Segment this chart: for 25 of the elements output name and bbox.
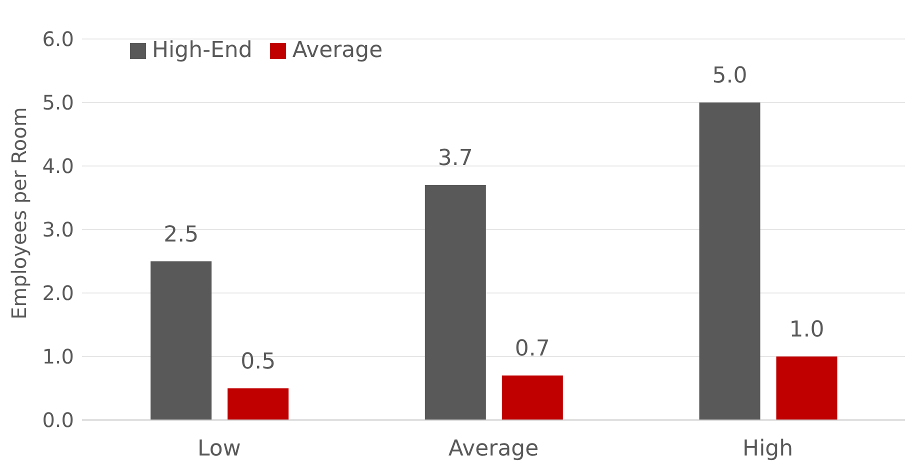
bar [228, 388, 289, 420]
bar [502, 376, 563, 420]
y-tick-label: 3.0 [42, 218, 74, 242]
x-tick-label: Low [198, 436, 241, 462]
bar [150, 261, 212, 420]
data-label: 0.7 [514, 336, 550, 362]
y-tick-label: 2.0 [42, 281, 74, 306]
data-label: 3.7 [438, 146, 473, 172]
bar [424, 185, 486, 420]
data-label: 0.5 [240, 349, 276, 374]
y-tick-label: 4.0 [42, 154, 74, 178]
legend-label: High-End [151, 38, 252, 63]
x-tick-label: Average [448, 436, 539, 462]
data-label: 2.5 [164, 222, 199, 248]
data-label: 1.0 [789, 318, 824, 342]
y-axis-title: Employees per Room [7, 107, 32, 320]
bar [776, 356, 838, 420]
data-label: 5.0 [712, 64, 748, 88]
y-tick-label: 1.0 [42, 344, 74, 369]
legend-label: Average [291, 38, 383, 63]
bar [699, 102, 760, 420]
y-tick-label: 0.0 [42, 408, 74, 432]
y-tick-label: 6.0 [42, 27, 74, 52]
y-tick-label: 5.0 [42, 90, 74, 115]
x-tick-label: High [742, 436, 794, 462]
